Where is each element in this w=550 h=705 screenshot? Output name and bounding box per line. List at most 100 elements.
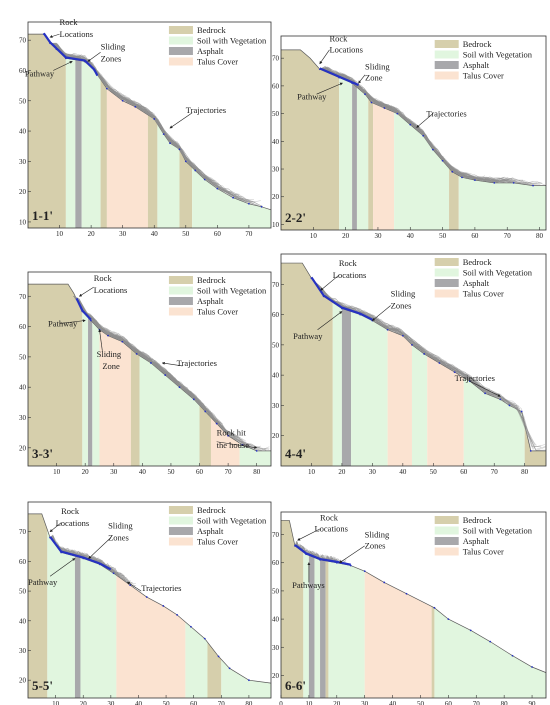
annotations: Rock Locations Sliding Zones Pathways bbox=[292, 512, 390, 590]
rock-point bbox=[248, 202, 250, 205]
trajectory-line bbox=[50, 43, 259, 206]
zone-asphalt bbox=[320, 520, 326, 698]
rock-point bbox=[203, 178, 206, 181]
x-tick-label: 70 bbox=[225, 468, 233, 476]
legend-label-asphalt: Asphalt bbox=[197, 526, 224, 536]
annotation-arrow bbox=[316, 82, 343, 95]
rock-point bbox=[461, 176, 463, 179]
legend-label-asphalt: Asphalt bbox=[197, 296, 224, 306]
panel-frame bbox=[27, 501, 272, 699]
zone-bedrock bbox=[325, 520, 329, 698]
x-tick-label: 60 bbox=[190, 700, 198, 705]
zone-asphalt bbox=[308, 520, 315, 698]
x-tick-label: 40 bbox=[139, 468, 147, 476]
rock-point bbox=[176, 613, 179, 616]
zone-soil bbox=[82, 284, 89, 466]
zone-bedrock bbox=[100, 34, 107, 228]
rock-point bbox=[60, 551, 63, 554]
y-tick-label: 70 bbox=[272, 281, 280, 289]
rock-point bbox=[135, 352, 138, 355]
rock-point bbox=[469, 629, 472, 632]
rock-point bbox=[438, 362, 441, 364]
y-tick-label: 60 bbox=[272, 311, 280, 319]
legend-label-talus: Talus Cover bbox=[197, 307, 238, 317]
legend-label-soil: Soil with Vegetation bbox=[463, 50, 533, 60]
zone-soil bbox=[65, 34, 76, 228]
annotation-arrow bbox=[216, 441, 258, 449]
annotation-text: Sliding bbox=[365, 529, 390, 539]
legend-label-asphalt: Asphalt bbox=[463, 60, 490, 70]
legend-label-bedrock: Bedrock bbox=[463, 257, 493, 267]
x-tick-label: 10 bbox=[310, 232, 318, 240]
rock-point bbox=[83, 60, 86, 63]
rock-point bbox=[529, 449, 532, 452]
y-tick-label: 50 bbox=[272, 110, 280, 118]
panel-label: 5-5' bbox=[32, 678, 53, 693]
rock-point bbox=[405, 592, 408, 595]
rock-point bbox=[82, 557, 85, 560]
rock-point bbox=[484, 392, 486, 395]
annotation-text: Pathway bbox=[297, 92, 327, 102]
rock-point bbox=[55, 48, 58, 51]
rock-point bbox=[474, 179, 476, 182]
zone-soil bbox=[351, 263, 388, 466]
rock-point bbox=[215, 422, 218, 425]
y-tick-label: 40 bbox=[19, 617, 27, 625]
annotation-text: Pathways bbox=[292, 580, 325, 590]
annotation-arrow bbox=[126, 581, 142, 592]
zone-soil bbox=[80, 513, 117, 698]
annotation-arrow bbox=[319, 49, 330, 65]
rock-point bbox=[386, 328, 389, 331]
panel-label: 1-1' bbox=[32, 208, 53, 223]
legend-label-soil: Soil with Vegetation bbox=[197, 36, 267, 46]
zone-soil bbox=[314, 520, 321, 698]
zone-soil bbox=[411, 263, 428, 466]
legend-swatch-soil bbox=[168, 36, 193, 45]
profile-panel-4: 10 20 30 40 50 60 70 80 20 30 40 50 60 70 BedrockSoil … bbox=[272, 253, 547, 476]
rock-point bbox=[203, 637, 206, 640]
rock-point bbox=[260, 205, 263, 208]
y-tick-label: 60 bbox=[19, 323, 27, 331]
legend-label-talus: Talus Cover bbox=[463, 71, 504, 81]
x-tick-label: 60 bbox=[445, 700, 453, 705]
annotation-arrow bbox=[78, 286, 94, 297]
rock-point bbox=[531, 666, 533, 668]
x-tick-label: 60 bbox=[471, 232, 479, 240]
rock-point bbox=[169, 142, 171, 145]
y-tick-label: 20 bbox=[272, 432, 280, 440]
legend-label-talus: Talus Cover bbox=[463, 547, 504, 557]
annotation-arrow bbox=[469, 380, 501, 397]
legend-swatch-asphalt bbox=[434, 537, 459, 545]
x-tick-label: 50 bbox=[439, 232, 447, 240]
panel-label: 3-3' bbox=[32, 446, 53, 461]
zone-asphalt bbox=[352, 49, 357, 230]
legend-label-talus: Talus Cover bbox=[197, 57, 238, 67]
annotation-arrow bbox=[358, 74, 366, 84]
y-tick-label: 70 bbox=[19, 528, 27, 536]
annotation-text: Rock bbox=[329, 34, 348, 44]
rock-point bbox=[164, 374, 167, 376]
y-tick-label: 70 bbox=[272, 55, 280, 63]
x-tick-label: 30 bbox=[361, 700, 369, 705]
annotation-text: Sliding bbox=[365, 61, 390, 71]
legend-label-soil: Soil with Vegetation bbox=[463, 526, 533, 536]
x-tick-label: 60 bbox=[460, 468, 468, 476]
y-tick-label: 30 bbox=[272, 166, 280, 174]
annotation-arrow bbox=[98, 328, 103, 351]
legend-swatch-asphalt bbox=[168, 47, 193, 55]
profile-panel-5: 10 20 30 40 50 60 70 80 20 30 40 50 60 70 BedrockSoil … bbox=[19, 501, 272, 705]
rock-point bbox=[441, 159, 444, 162]
x-tick-label: 80 bbox=[501, 700, 509, 705]
legend-label-soil: Soil with Vegetation bbox=[463, 268, 533, 278]
x-tick-label: 60 bbox=[196, 468, 204, 476]
annotation-text: the house bbox=[217, 440, 250, 450]
legend-swatch-soil bbox=[168, 286, 193, 295]
y-tick-label: 50 bbox=[19, 97, 27, 105]
legend-label-bedrock: Bedrock bbox=[463, 515, 493, 525]
zone-bedrock bbox=[28, 513, 48, 698]
rock-point bbox=[383, 581, 386, 584]
rock-locations-line bbox=[310, 276, 373, 321]
zone-bedrock bbox=[130, 284, 140, 466]
